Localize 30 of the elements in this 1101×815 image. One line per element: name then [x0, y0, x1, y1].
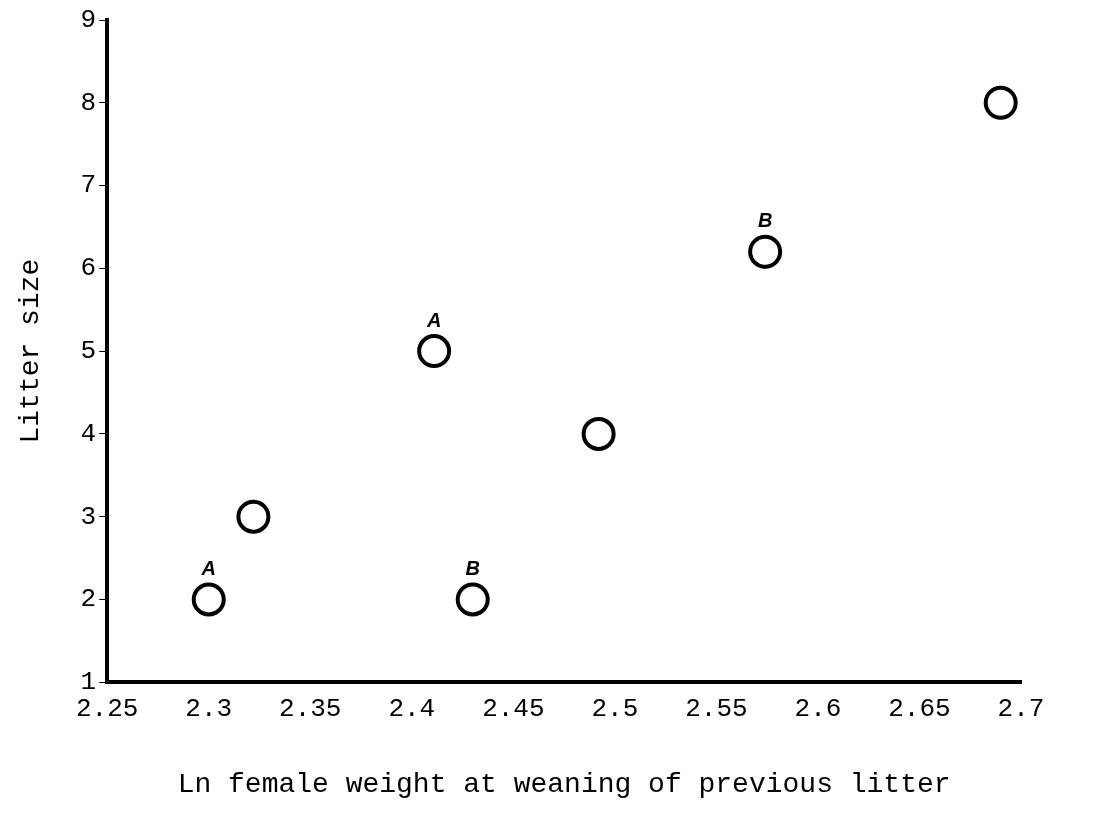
- annotation: A: [200, 556, 216, 579]
- y-tick-label: 3: [80, 501, 97, 532]
- annotation: A: [425, 308, 442, 331]
- x-tick-label: 2.4: [388, 693, 436, 724]
- y-tick-label: 6: [80, 253, 97, 284]
- x-axis-title: Ln female weight at weaning of previous litter: [177, 768, 951, 800]
- x-tick-label: 2.5: [591, 693, 639, 724]
- y-tick-label: 2: [80, 584, 97, 615]
- y-tick-label: 9: [80, 4, 97, 35]
- y-tick-label: 8: [80, 87, 97, 118]
- x-tick-label: 2.3: [185, 693, 233, 724]
- x-tick-label: 2.35: [279, 693, 342, 724]
- x-tick-label: 2.6: [794, 693, 842, 724]
- point: [236, 499, 271, 534]
- point: [983, 85, 1018, 120]
- point: [581, 416, 616, 451]
- x-tick-label: 2.55: [685, 693, 748, 724]
- point: [191, 582, 226, 617]
- x-tick-label: 2.45: [482, 693, 545, 724]
- point: [417, 334, 452, 369]
- x-tick-label: 2.65: [888, 693, 951, 724]
- annotation: B: [757, 209, 773, 232]
- y-tick-label: 4: [80, 418, 97, 449]
- annotation: B: [465, 556, 480, 579]
- y-tick-label: 7: [80, 170, 97, 201]
- y-tick-label: 5: [80, 335, 97, 366]
- x-tick-label: 2.7: [997, 693, 1045, 724]
- point: [455, 582, 490, 617]
- point: [748, 234, 783, 269]
- y-axis-title: Litter size: [15, 258, 47, 444]
